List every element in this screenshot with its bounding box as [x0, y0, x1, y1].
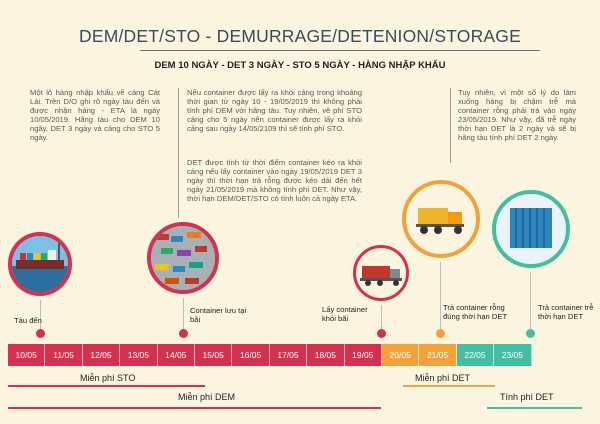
- marker-dot-3: [377, 329, 386, 338]
- marker-dot-2: [179, 329, 188, 338]
- subtitle: DEM 10 NGÀY - DET 3 NGÀY - STO 5 NGÀY - …: [154, 60, 446, 71]
- date-cell: 13/05: [120, 344, 158, 366]
- paragraph-dem-sto: Nếu container được lấy ra khỏi cảng tron…: [187, 88, 362, 133]
- det-charge-label: Tính phí DET: [500, 392, 554, 402]
- stem-4: [440, 262, 441, 330]
- stem-1: [40, 300, 41, 330]
- date-cell: 19/05: [344, 344, 382, 366]
- stem-3: [381, 305, 382, 330]
- event-label-late-return: Trả container trễ thời hạn DET: [538, 303, 594, 321]
- det-free-range-line: [403, 385, 495, 387]
- event-label-container-pickup: Lấy container khỏi bãi: [322, 305, 368, 323]
- marker-dot-5: [526, 329, 535, 338]
- det-free-label: Miễn phí DET: [415, 373, 471, 383]
- event-label-container-yard: Container lưu tại bãi: [190, 306, 247, 324]
- event-label-ship-arrival: Tàu đến: [14, 316, 42, 325]
- divider-1: [178, 88, 179, 218]
- sto-range-line: [8, 385, 205, 387]
- paragraph-late-return: Tuy nhiên, vì một số lý do làm xuống hàn…: [458, 88, 576, 142]
- marker-dot-1: [36, 329, 45, 338]
- date-cell: 11/05: [45, 344, 83, 366]
- dem-range-line: [8, 407, 381, 409]
- page-title: DEM/DET/STO - DEMURRAGE/DETENION/STORAGE: [79, 26, 521, 46]
- det-charge-range-line: [487, 407, 582, 409]
- date-cell: 10/05: [8, 344, 46, 366]
- ship-arrival-image: [8, 232, 72, 296]
- paragraph-det: DET được tính từ thời điểm container kéo…: [187, 158, 362, 203]
- date-cell: 14/05: [157, 344, 195, 366]
- sto-free-label: Miễn phí STO: [80, 373, 136, 383]
- divider-2: [450, 88, 451, 163]
- late-return-image: [492, 190, 570, 268]
- date-cell: 12/05: [82, 344, 121, 366]
- date-cell: 15/05: [195, 344, 233, 366]
- container-yard-image: [147, 222, 219, 294]
- paragraph-eta: Một lô hàng nhập khẩu về cảng Cát Lái. T…: [30, 88, 160, 142]
- dem-free-label: Miễn phí DEM: [178, 392, 236, 402]
- date-cell: 16/05: [232, 344, 270, 366]
- date-cell: 18/05: [307, 344, 345, 366]
- title-underline: [140, 50, 540, 51]
- stem-5: [530, 272, 531, 330]
- date-cell: 22/05: [456, 344, 495, 366]
- date-cell: 23/05: [494, 344, 532, 366]
- marker-dot-4: [436, 329, 445, 338]
- date-cell: 21/05: [419, 344, 457, 366]
- stem-2: [183, 298, 184, 330]
- date-cell: 17/05: [269, 344, 308, 366]
- on-time-return-image: [402, 180, 480, 258]
- date-cell: 20/05: [382, 344, 420, 366]
- container-pickup-image: [353, 245, 409, 301]
- event-label-on-time-return: Trả container rỗng đúng thời hạn DET: [443, 303, 508, 321]
